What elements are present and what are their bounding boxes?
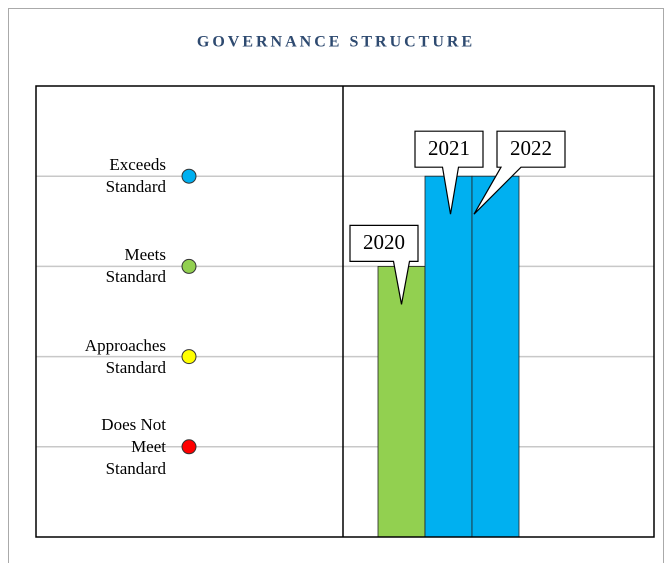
data-label: 2021: [428, 136, 470, 160]
y-tick-label: Meets Standard: [105, 245, 166, 287]
callouts: 2020 2021 2022: [349, 130, 566, 305]
y-tick-label: Approaches Standard: [84, 335, 166, 377]
callout: [349, 224, 419, 305]
bar: [377, 265, 426, 538]
callout: [414, 130, 484, 215]
grid: [36, 168, 654, 455]
chart-title: GOVERNANCE STRUCTURE: [197, 34, 475, 51]
y-tick-label: Exceeds Standard: [105, 155, 166, 197]
data-label: 2020: [363, 230, 405, 254]
bar: [424, 175, 473, 538]
frame: [8, 8, 664, 563]
data-label: 2022: [510, 136, 552, 160]
tick-dot: [181, 349, 197, 365]
tick-dot: [181, 258, 197, 274]
callout: [473, 130, 566, 215]
bar: [471, 175, 520, 538]
tick-dot: [181, 168, 197, 184]
y-tick-label: Does Not Meet Standard: [101, 414, 166, 478]
tick-dot: [181, 439, 197, 455]
plot-frame: [35, 85, 655, 538]
